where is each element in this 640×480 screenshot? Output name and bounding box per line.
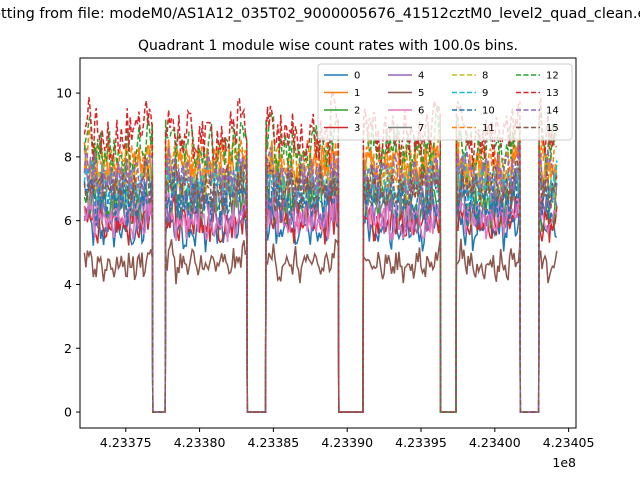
x-tick-label: 4.23375: [100, 435, 152, 450]
series-line-10: [83, 169, 558, 413]
legend-label: 8: [482, 71, 488, 82]
series-line-12: [83, 104, 558, 413]
legend-label: 1: [354, 88, 360, 99]
y-tick-label: 4: [64, 277, 72, 292]
x-tick-label: 4.23385: [248, 435, 300, 450]
series-line-5: [83, 238, 558, 413]
legend-box: [317, 63, 573, 141]
legend-label: 5: [418, 88, 424, 99]
series-line-6: [83, 189, 558, 413]
legend-label: 2: [354, 106, 360, 117]
x-offset-label: 1e8: [552, 455, 576, 470]
x-tick-label: 4.23380: [174, 435, 226, 450]
y-tick-label: 2: [64, 341, 72, 356]
x-tick-label: 4.23400: [469, 435, 521, 450]
legend-label: 4: [418, 71, 424, 82]
series-line-7: [83, 159, 558, 413]
y-tick-label: 6: [64, 213, 72, 228]
legend-label: 9: [482, 88, 488, 99]
legend-label: 3: [354, 123, 360, 134]
legend-label: 12: [546, 71, 559, 82]
plot-frame: [79, 57, 577, 429]
y-axis: 0 2 4 6 8 10: [56, 86, 80, 420]
y-tick-label: 0: [64, 405, 72, 420]
legend-label: 11: [482, 123, 495, 134]
legend-label: 6: [418, 106, 424, 117]
legend-label: 0: [354, 71, 360, 82]
x-tick-label: 4.23390: [321, 435, 373, 450]
suptitle: Plotting from file: modeM0/AS1A12_035T02…: [0, 6, 640, 22]
series-layer: [83, 90, 558, 413]
series-line-11: [83, 128, 558, 413]
series-line-15: [83, 156, 558, 413]
legend-label: 13: [546, 88, 559, 99]
x-tick-label: 4.23395: [395, 435, 447, 450]
legend-label: 14: [546, 106, 559, 117]
legend-label: 7: [418, 123, 424, 134]
y-tick-label: 10: [56, 86, 72, 101]
legend-label: 15: [546, 123, 559, 134]
chart-title: Quadrant 1 module wise count rates with …: [138, 38, 518, 54]
x-tick-label: 4.23405: [543, 435, 595, 450]
y-tick-label: 8: [64, 149, 72, 164]
legend-label: 10: [482, 106, 495, 117]
x-axis: 4.23375 4.23380 4.23385 4.23390 4.23395 4.234…: [100, 428, 595, 450]
